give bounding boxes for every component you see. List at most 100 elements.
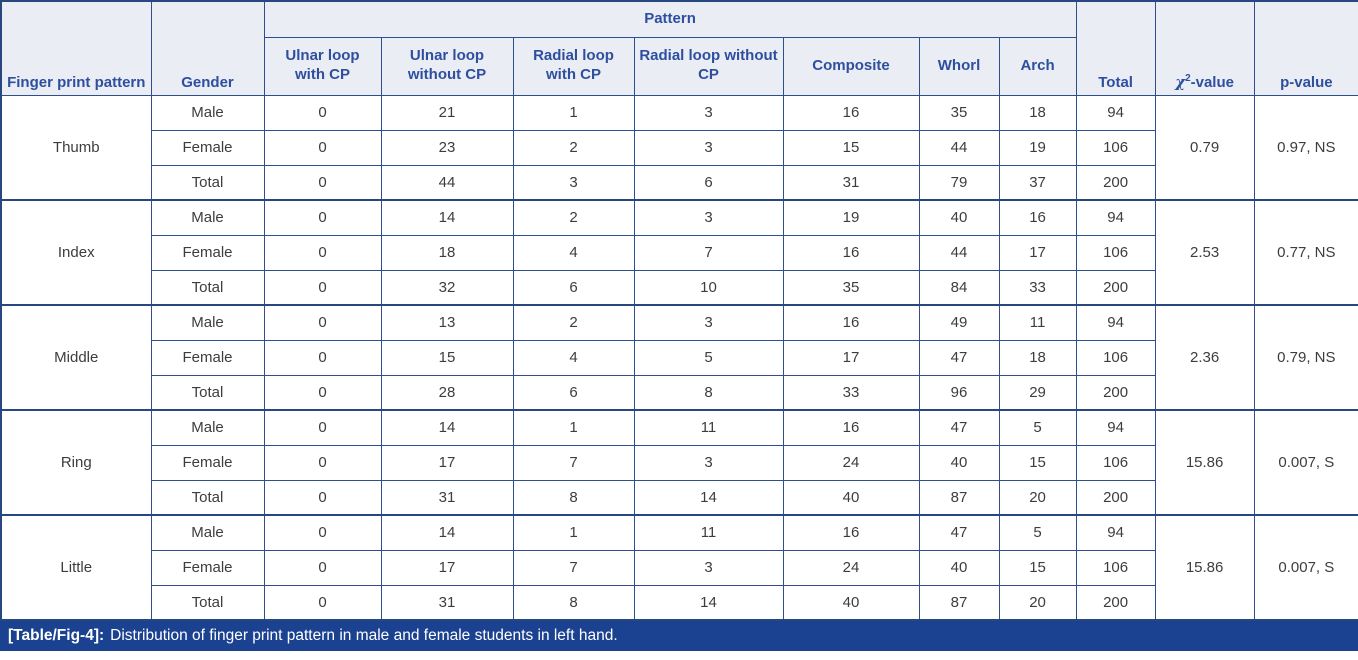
value-cell: 8 <box>512 479 635 516</box>
value-cell: 8 <box>512 584 635 621</box>
p-value-cell: 0.007, S <box>1253 409 1358 516</box>
table-row: Female 0 15 4 5 17 47 18 106 <box>1 339 1358 376</box>
value-cell: 5 <box>633 339 784 376</box>
value-cell: 37 <box>998 164 1077 201</box>
chi-square-cell: 2.36 <box>1154 304 1255 411</box>
value-cell: 17 <box>380 444 514 481</box>
value-cell: 47 <box>918 514 1000 551</box>
chi-square-cell: 2.53 <box>1154 199 1255 306</box>
chi-square-cell: 15.86 <box>1154 514 1255 621</box>
value-cell: 19 <box>782 199 920 236</box>
col-header-radial-loop-without-cp: Radial loop without CP <box>633 36 784 96</box>
table-row: Total 0 31 8 14 40 87 20 200 <box>1 479 1358 516</box>
value-cell: 16 <box>782 94 920 131</box>
total-cell: 106 <box>1075 234 1156 271</box>
table-row: Ring Male 0 14 1 11 16 47 5 94 15.86 0.0… <box>0 409 1358 516</box>
value-cell: 84 <box>918 269 1000 306</box>
value-cell: 0 <box>263 164 382 201</box>
value-cell: 2 <box>512 129 635 166</box>
fingerprint-distribution-table: Finger print pattern Gender Pattern Tota… <box>0 0 1358 621</box>
value-cell: 24 <box>782 444 920 481</box>
value-cell: 0 <box>263 444 382 481</box>
gender-cell: Male <box>150 514 265 551</box>
value-cell: 16 <box>782 234 920 271</box>
value-cell: 20 <box>998 584 1077 621</box>
gender-cell: Female <box>150 549 265 586</box>
total-cell: 94 <box>1075 409 1156 446</box>
value-cell: 17 <box>998 234 1077 271</box>
table-row: Little Male 0 14 1 11 16 47 5 94 15.86 0… <box>0 514 1358 621</box>
value-cell: 8 <box>633 374 784 411</box>
value-cell: 29 <box>998 374 1077 411</box>
value-cell: 40 <box>918 549 1000 586</box>
value-cell: 40 <box>918 444 1000 481</box>
p-value-cell: 0.77, NS <box>1253 199 1358 306</box>
p-value-cell: 0.79, NS <box>1253 304 1358 411</box>
value-cell: 3 <box>633 444 784 481</box>
finger-cell: Middle <box>0 304 152 411</box>
value-cell: 40 <box>782 584 920 621</box>
value-cell: 14 <box>633 584 784 621</box>
table-row: Total 0 28 6 8 33 96 29 200 <box>1 374 1358 411</box>
finger-cell: Thumb <box>0 94 152 201</box>
value-cell: 20 <box>998 479 1077 516</box>
value-cell: 16 <box>782 409 920 446</box>
value-cell: 0 <box>263 514 382 551</box>
gender-cell: Female <box>150 339 265 376</box>
value-cell: 31 <box>782 164 920 201</box>
table-row: Female 0 18 4 7 16 44 17 106 <box>1 234 1358 271</box>
value-cell: 7 <box>512 444 635 481</box>
value-cell: 19 <box>998 129 1077 166</box>
value-cell: 21 <box>380 94 514 131</box>
value-cell: 0 <box>263 129 382 166</box>
value-cell: 0 <box>263 479 382 516</box>
p-value-cell: 0.97, NS <box>1253 94 1358 201</box>
value-cell: 15 <box>782 129 920 166</box>
chi-symbol: χ <box>1175 72 1186 91</box>
value-cell: 16 <box>782 304 920 341</box>
value-cell: 44 <box>918 234 1000 271</box>
value-cell: 2 <box>512 304 635 341</box>
gender-cell: Male <box>150 304 265 341</box>
table-row: Middle Male 0 13 2 3 16 49 11 94 2.36 0.… <box>0 304 1358 411</box>
total-cell: 106 <box>1075 549 1156 586</box>
value-cell: 7 <box>633 234 784 271</box>
gender-cell: Female <box>150 129 265 166</box>
value-cell: 17 <box>380 549 514 586</box>
value-cell: 0 <box>263 339 382 376</box>
table-caption: [Table/Fig-4]: Distribution of finger pr… <box>0 621 1358 651</box>
total-cell: 200 <box>1075 374 1156 411</box>
value-cell: 33 <box>782 374 920 411</box>
total-cell: 106 <box>1075 339 1156 376</box>
value-cell: 87 <box>918 584 1000 621</box>
table-row: Thumb Male 0 21 1 3 16 35 18 94 0.79 0.9… <box>0 94 1358 201</box>
table-row: Female 0 17 7 3 24 40 15 106 <box>1 549 1358 586</box>
value-cell: 28 <box>380 374 514 411</box>
gender-cell: Female <box>150 234 265 271</box>
total-cell: 200 <box>1075 584 1156 621</box>
value-cell: 13 <box>380 304 514 341</box>
value-cell: 11 <box>998 304 1077 341</box>
table-row: Total 0 44 3 6 31 79 37 200 <box>1 164 1358 201</box>
col-header-arch: Arch <box>998 36 1077 96</box>
value-cell: 11 <box>633 409 784 446</box>
table-row: Total 0 31 8 14 40 87 20 200 <box>1 584 1358 621</box>
value-cell: 40 <box>918 199 1000 236</box>
value-cell: 5 <box>998 514 1077 551</box>
gender-cell: Female <box>150 444 265 481</box>
finger-cell: Ring <box>0 409 152 516</box>
col-header-p-value: p-value <box>1253 0 1358 96</box>
table-row: Female 0 23 2 3 15 44 19 106 <box>1 129 1358 166</box>
total-cell: 94 <box>1075 514 1156 551</box>
value-cell: 11 <box>633 514 784 551</box>
value-cell: 7 <box>512 549 635 586</box>
value-cell: 3 <box>633 129 784 166</box>
value-cell: 3 <box>633 549 784 586</box>
value-cell: 6 <box>512 374 635 411</box>
total-cell: 106 <box>1075 444 1156 481</box>
value-cell: 18 <box>998 94 1077 131</box>
value-cell: 4 <box>512 234 635 271</box>
value-cell: 44 <box>380 164 514 201</box>
value-cell: 49 <box>918 304 1000 341</box>
col-header-finger-print-pattern: Finger print pattern <box>0 0 152 96</box>
